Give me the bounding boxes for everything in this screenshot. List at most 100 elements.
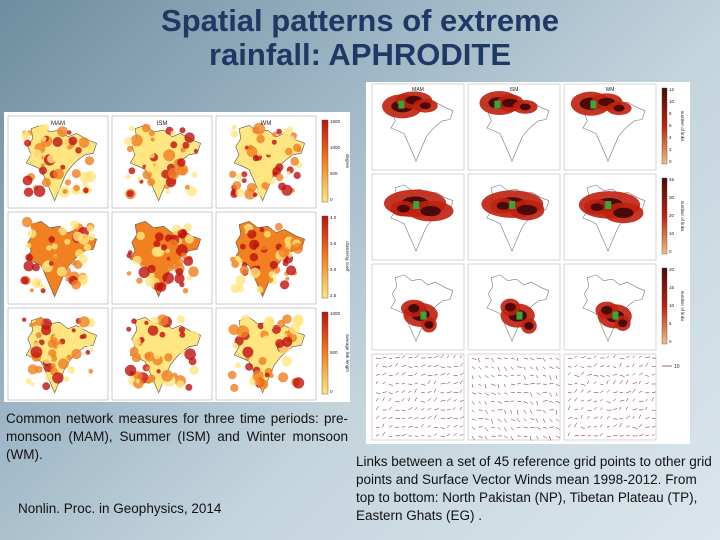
wind-arrow — [459, 434, 464, 437]
wind-arrow — [567, 366, 572, 368]
rainfall-patch — [177, 158, 186, 167]
right-caption: Links between a set of 45 reference grid… — [356, 454, 712, 523]
rainfall-patch — [188, 266, 199, 277]
rainfall-patch — [278, 372, 289, 383]
rainfall-patch — [281, 356, 293, 367]
wind-arrow — [542, 409, 547, 414]
rainfall-patch — [256, 150, 263, 157]
wind-arrow — [375, 398, 379, 402]
wind-arrow — [434, 374, 438, 376]
wind-arrow — [593, 406, 598, 411]
rainfall-patch — [256, 134, 265, 144]
rainfall-patch — [276, 128, 282, 135]
rainfall-patch — [180, 349, 186, 355]
wind-arrow — [593, 375, 599, 377]
wind-arrow — [606, 435, 611, 437]
wind-arrow — [484, 401, 487, 405]
slide-title: Spatial patterns of extreme rainfall: AP… — [60, 4, 660, 72]
rainfall-patch — [177, 229, 187, 239]
wind-arrow — [580, 400, 584, 402]
wind-arrow — [382, 397, 385, 402]
rainfall-patch — [182, 288, 189, 294]
wind-arrow — [523, 427, 528, 429]
rainfall-patch — [241, 171, 248, 178]
wind-arrow — [549, 435, 551, 441]
rainfall-patch — [46, 245, 52, 251]
wind-arrow — [471, 435, 475, 441]
rainfall-patch — [259, 227, 265, 233]
wind-arrow — [549, 357, 553, 360]
wind-arrow — [484, 366, 489, 368]
wind-arrow — [530, 401, 534, 405]
wind-arrow — [453, 399, 457, 402]
rainfall-patch — [133, 154, 143, 164]
wind-arrow — [606, 401, 611, 404]
rainfall-patch — [230, 130, 239, 138]
rainfall-patch — [68, 136, 78, 146]
wind-arrow — [632, 363, 635, 367]
wind-arrow — [427, 365, 432, 367]
rainfall-patch — [252, 192, 258, 197]
wind-arrow — [530, 383, 536, 385]
wind-arrow — [593, 381, 597, 385]
rainfall-patch — [84, 170, 97, 183]
colorbar-label: number of links — [680, 111, 685, 142]
wind-arrow — [587, 357, 591, 359]
wind-arrow — [606, 375, 610, 377]
wind-arrow — [414, 397, 418, 402]
rainfall-patch — [162, 272, 174, 284]
wind-vector-map — [371, 353, 465, 441]
wind-arrow — [440, 354, 444, 359]
rainfall-patch — [27, 229, 37, 239]
rainfall-patch — [147, 178, 156, 187]
wind-arrow — [375, 380, 378, 385]
colorbar-tick: 0 — [669, 339, 672, 344]
wind-arrow — [491, 383, 496, 386]
wind-arrow — [471, 418, 476, 421]
rainfall-patch — [66, 354, 72, 360]
rainfall-patch — [150, 137, 155, 142]
network-measures-figure: MAM ISM WM 1500 1000 500 0 degree 4.0 3.5 3.0 2.5 cl… — [4, 112, 350, 402]
wind-arrow — [440, 366, 446, 369]
wind-arrow — [440, 373, 446, 376]
wind-arrow — [401, 372, 406, 376]
wind-arrow — [619, 406, 622, 411]
colorbar-label: clustering coeff. — [345, 241, 350, 272]
wind-arrow — [427, 379, 431, 385]
measure-map — [7, 307, 109, 401]
rainfall-patch — [249, 253, 259, 262]
rainfall-patch — [42, 382, 51, 391]
wind-arrow — [587, 415, 590, 419]
wind-arrow — [530, 418, 535, 420]
rainfall-patch — [40, 284, 45, 289]
rainfall-patch — [135, 378, 141, 384]
rainfall-patch — [147, 325, 159, 336]
rainfall-patch — [139, 250, 148, 259]
rainfall-patch — [75, 249, 84, 258]
rainfall-patch — [67, 366, 75, 374]
rainfall-patch — [22, 175, 33, 186]
wind-arrow — [626, 365, 630, 367]
rainfall-patch — [78, 137, 90, 148]
rainfall-patch — [290, 156, 300, 166]
wind-arrow — [606, 355, 610, 359]
rainfall-patch — [184, 132, 195, 143]
rainfall-patch — [271, 324, 281, 334]
wind-arrow — [574, 388, 578, 393]
rainfall-patch — [41, 177, 52, 188]
rainfall-patch — [84, 156, 95, 166]
wind-arrow — [580, 406, 584, 411]
rainfall-patch — [28, 322, 34, 328]
rainfall-patch — [68, 243, 74, 248]
rainfall-patch — [149, 316, 160, 326]
links-map — [563, 263, 657, 351]
rainfall-patch — [167, 167, 180, 180]
rainfall-patch — [31, 277, 42, 289]
wind-arrow — [382, 372, 387, 376]
wind-arrow — [388, 416, 393, 419]
wind-arrow — [613, 391, 618, 393]
wind-arrow — [504, 375, 508, 377]
wind-arrow — [555, 409, 558, 415]
wind-arrow — [612, 380, 616, 385]
